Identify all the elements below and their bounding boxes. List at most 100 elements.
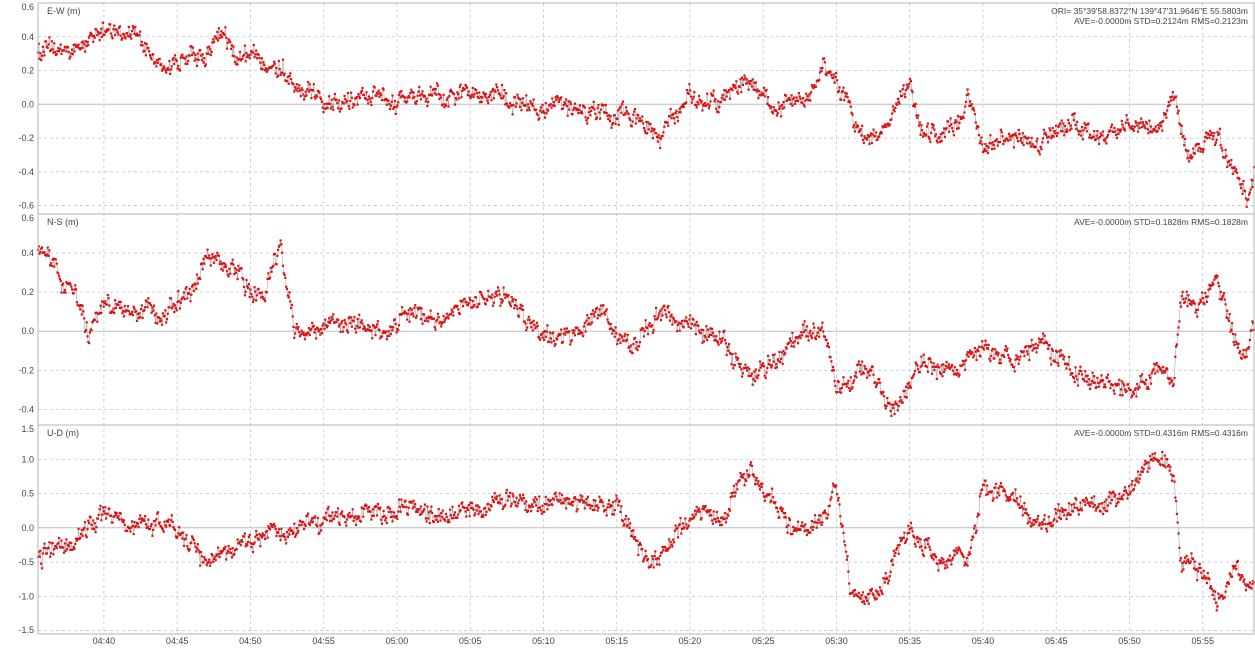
data-point (39, 251, 42, 254)
data-point (261, 295, 264, 298)
data-point (883, 125, 886, 128)
data-point (663, 304, 666, 307)
data-point (396, 104, 399, 107)
data-point (679, 516, 682, 520)
data-point (229, 272, 232, 275)
data-point (690, 101, 693, 104)
data-point (1012, 146, 1015, 149)
data-point (1239, 350, 1242, 353)
data-point (565, 330, 568, 333)
data-point (481, 295, 484, 298)
data-point (685, 527, 689, 530)
data-point (715, 110, 719, 113)
data-point (405, 505, 408, 509)
data-point (71, 48, 74, 51)
data-point (722, 98, 725, 101)
x-tick-labels: 04:40 04:45 04:50 04:55 05:00 05:05 05:10 05:15… (93, 636, 1214, 646)
data-point (426, 505, 429, 508)
data-point (584, 330, 587, 333)
data-point (166, 520, 169, 523)
data-point (420, 93, 423, 96)
data-point (708, 333, 711, 336)
data-point (1133, 125, 1136, 128)
data-point (999, 358, 1002, 361)
data-point (379, 506, 382, 509)
data-point (404, 499, 407, 502)
data-point (1046, 522, 1050, 525)
data-point (756, 482, 759, 485)
data-point (962, 555, 965, 558)
data-point (307, 90, 310, 93)
data-point (241, 57, 244, 61)
data-point (1074, 123, 1077, 126)
data-point (546, 108, 549, 111)
data-point (1199, 566, 1202, 569)
data-point (1002, 354, 1005, 357)
data-point (150, 311, 153, 314)
data-point (928, 137, 931, 140)
data-point (682, 105, 685, 108)
data-point (1102, 386, 1105, 389)
data-point (38, 57, 41, 60)
data-point (156, 512, 159, 515)
data-point (545, 330, 548, 333)
data-point (1172, 98, 1175, 101)
data-point (968, 351, 971, 354)
data-point (463, 88, 466, 91)
data-point (814, 338, 817, 341)
data-point (277, 245, 280, 248)
data-point (778, 107, 781, 111)
data-point (760, 485, 763, 488)
data-point (588, 503, 591, 506)
data-point (1063, 124, 1067, 128)
data-point (195, 64, 199, 67)
data-point (631, 535, 634, 538)
data-point (1225, 585, 1228, 588)
data-point (43, 251, 46, 254)
data-point (1066, 130, 1069, 133)
data-point (571, 113, 574, 116)
data-point (164, 524, 167, 527)
data-point (1042, 523, 1045, 526)
data-point (1216, 275, 1219, 278)
data-point (1073, 112, 1076, 115)
data-point (1065, 367, 1068, 370)
data-point (1086, 374, 1089, 377)
data-point (930, 372, 934, 375)
data-point (195, 550, 198, 553)
data-point (303, 523, 306, 526)
data-point (954, 372, 957, 375)
data-point (300, 523, 303, 527)
data-point (777, 359, 780, 363)
data-point (1113, 392, 1116, 395)
data-point (887, 579, 891, 582)
data-point (350, 514, 353, 517)
data-point (345, 524, 348, 527)
data-point (811, 528, 814, 532)
data-point (1240, 357, 1243, 360)
data-point (1066, 513, 1069, 517)
data-point (423, 503, 426, 506)
data-point (741, 476, 744, 479)
data-point (341, 320, 344, 323)
data-point (672, 112, 675, 115)
data-point (353, 516, 356, 519)
data-point (499, 94, 502, 97)
data-point (257, 53, 260, 56)
data-point (505, 293, 508, 296)
data-point (1139, 375, 1142, 378)
data-point (676, 120, 680, 123)
data-point (154, 321, 157, 324)
data-point (958, 547, 961, 550)
data-point (244, 290, 247, 293)
data-point (448, 521, 451, 524)
data-point (190, 541, 193, 544)
data-point (391, 94, 394, 97)
data-point (149, 525, 152, 528)
data-point (964, 368, 967, 371)
data-point (569, 100, 572, 103)
data-point (1033, 523, 1036, 526)
data-point (419, 513, 422, 516)
data-point (68, 57, 71, 60)
data-point (842, 376, 845, 379)
